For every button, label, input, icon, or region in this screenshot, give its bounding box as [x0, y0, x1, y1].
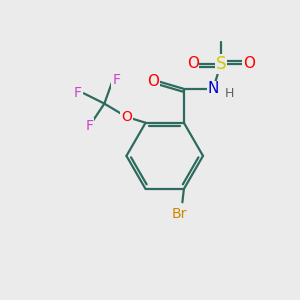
Text: O: O [148, 74, 160, 89]
Text: H: H [225, 87, 234, 100]
Text: O: O [243, 56, 255, 71]
Text: F: F [74, 86, 82, 100]
Text: O: O [121, 110, 132, 124]
Text: O: O [187, 56, 199, 71]
Text: S: S [215, 55, 226, 73]
Text: F: F [85, 119, 94, 133]
Text: N: N [208, 81, 219, 96]
Text: Br: Br [172, 207, 187, 221]
Text: F: F [112, 73, 120, 87]
